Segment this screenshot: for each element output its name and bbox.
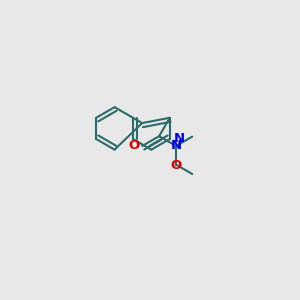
Text: N: N: [171, 139, 182, 152]
Text: O: O: [171, 159, 182, 172]
Text: O: O: [128, 139, 140, 152]
Text: N: N: [173, 132, 184, 145]
